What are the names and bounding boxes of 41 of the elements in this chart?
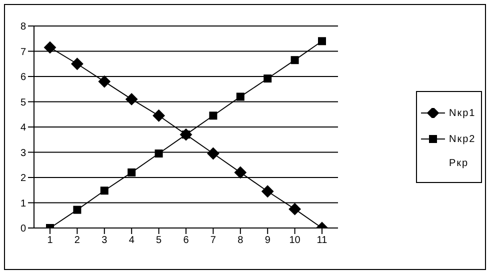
- legend-label: Nкр2: [449, 134, 476, 144]
- point: [290, 56, 299, 64]
- y-tick-label: 2: [20, 173, 26, 184]
- y-tick-label: 6: [20, 72, 26, 84]
- y-tick-label: 8: [20, 22, 26, 33]
- x-tick-label: 5: [156, 235, 162, 246]
- x-tick-label: 10: [289, 235, 301, 246]
- x-tick-label: 1: [47, 235, 54, 246]
- y-tick-label: 7: [20, 46, 26, 58]
- point: [44, 41, 56, 54]
- x-tick-label: 8: [238, 235, 244, 246]
- y-tick-label: 3: [20, 148, 26, 159]
- point: [100, 186, 108, 195]
- point: [152, 110, 165, 122]
- y-tick-label: 0: [20, 224, 26, 235]
- point: [262, 185, 274, 198]
- y-tick-label: 5: [20, 97, 26, 108]
- x-tick-label: 11: [316, 235, 328, 246]
- point: [126, 93, 138, 106]
- point: [209, 112, 218, 120]
- x-tick-label: 3: [102, 235, 108, 246]
- x-tick-label: 2: [74, 235, 80, 246]
- point: [318, 37, 326, 46]
- point: [207, 148, 220, 160]
- point: [98, 76, 110, 88]
- x-tick-label: 4: [128, 235, 135, 246]
- legend-label: Nкр1: [449, 108, 476, 118]
- point: [73, 206, 82, 214]
- text: Ркр: [448, 156, 470, 170]
- point: [236, 92, 244, 101]
- point: [71, 58, 84, 70]
- point: [128, 168, 136, 176]
- x-tick-label: 9: [264, 235, 271, 246]
- point: [234, 166, 246, 178]
- y-tick-label: 4: [20, 122, 26, 134]
- point: [288, 203, 301, 216]
- point: [264, 74, 272, 83]
- y-tick-label: 1: [20, 198, 26, 210]
- x-tick-label: 6: [183, 235, 190, 246]
- point: [154, 150, 163, 158]
- x-tick-label: 7: [210, 235, 216, 246]
